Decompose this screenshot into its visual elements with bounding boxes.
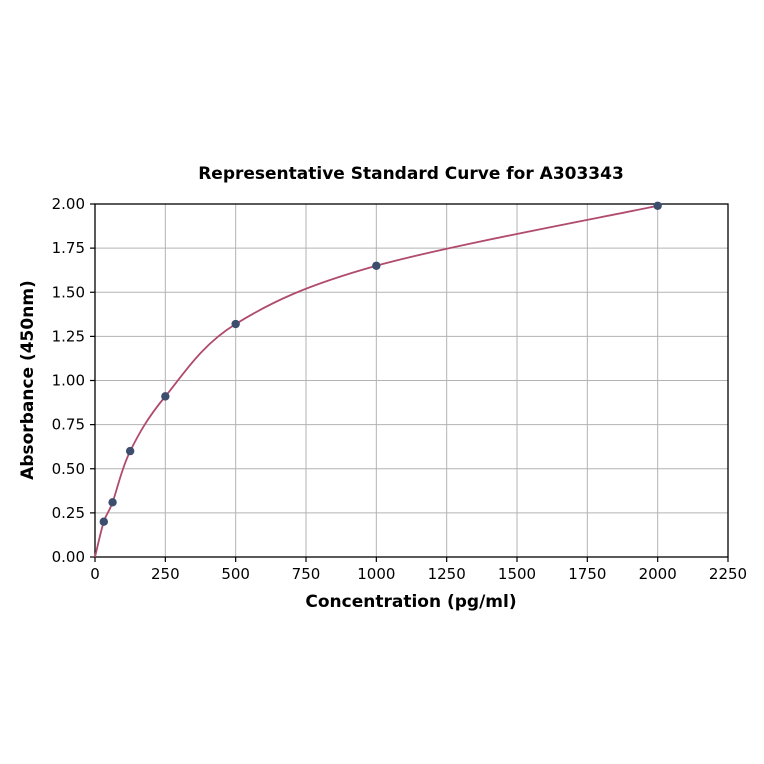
data-point-marker [653,201,662,210]
data-point-marker [125,446,135,456]
chart-title: Representative Standard Curve for A30334… [198,164,624,184]
x-tick-label: 1250 [428,565,466,583]
y-tick-label: 1.75 [52,239,85,257]
y-tick-label: 1.00 [52,372,85,390]
data-point-marker [372,261,381,270]
x-tick-label: 500 [221,565,250,583]
y-tick-label: 0.25 [52,504,85,522]
data-point-marker [161,392,170,401]
y-tick-label: 0.75 [52,416,85,434]
x-tick-label: 2000 [639,565,677,583]
y-tick-label: 0.00 [52,548,85,566]
y-tick-label: 0.50 [52,460,85,478]
x-tick-label: 1750 [568,565,606,583]
x-tick-label: 1000 [357,565,395,583]
y-tick-label: 1.25 [52,327,85,345]
x-axis-label: Concentration (pg/ml) [305,592,517,612]
x-tick-label: 2250 [709,565,747,583]
y-tick-label: 2.00 [52,195,85,213]
x-tick-label: 750 [292,565,321,583]
data-point-marker [99,517,108,526]
standard-curve-line [94,204,658,558]
x-tick-label: 1500 [498,565,536,583]
y-tick-label: 1.50 [52,283,85,301]
data-point-marker [108,498,117,507]
x-tick-label: 250 [151,565,180,583]
data-point-marker [231,319,240,329]
x-tick-label: 0 [90,565,100,583]
